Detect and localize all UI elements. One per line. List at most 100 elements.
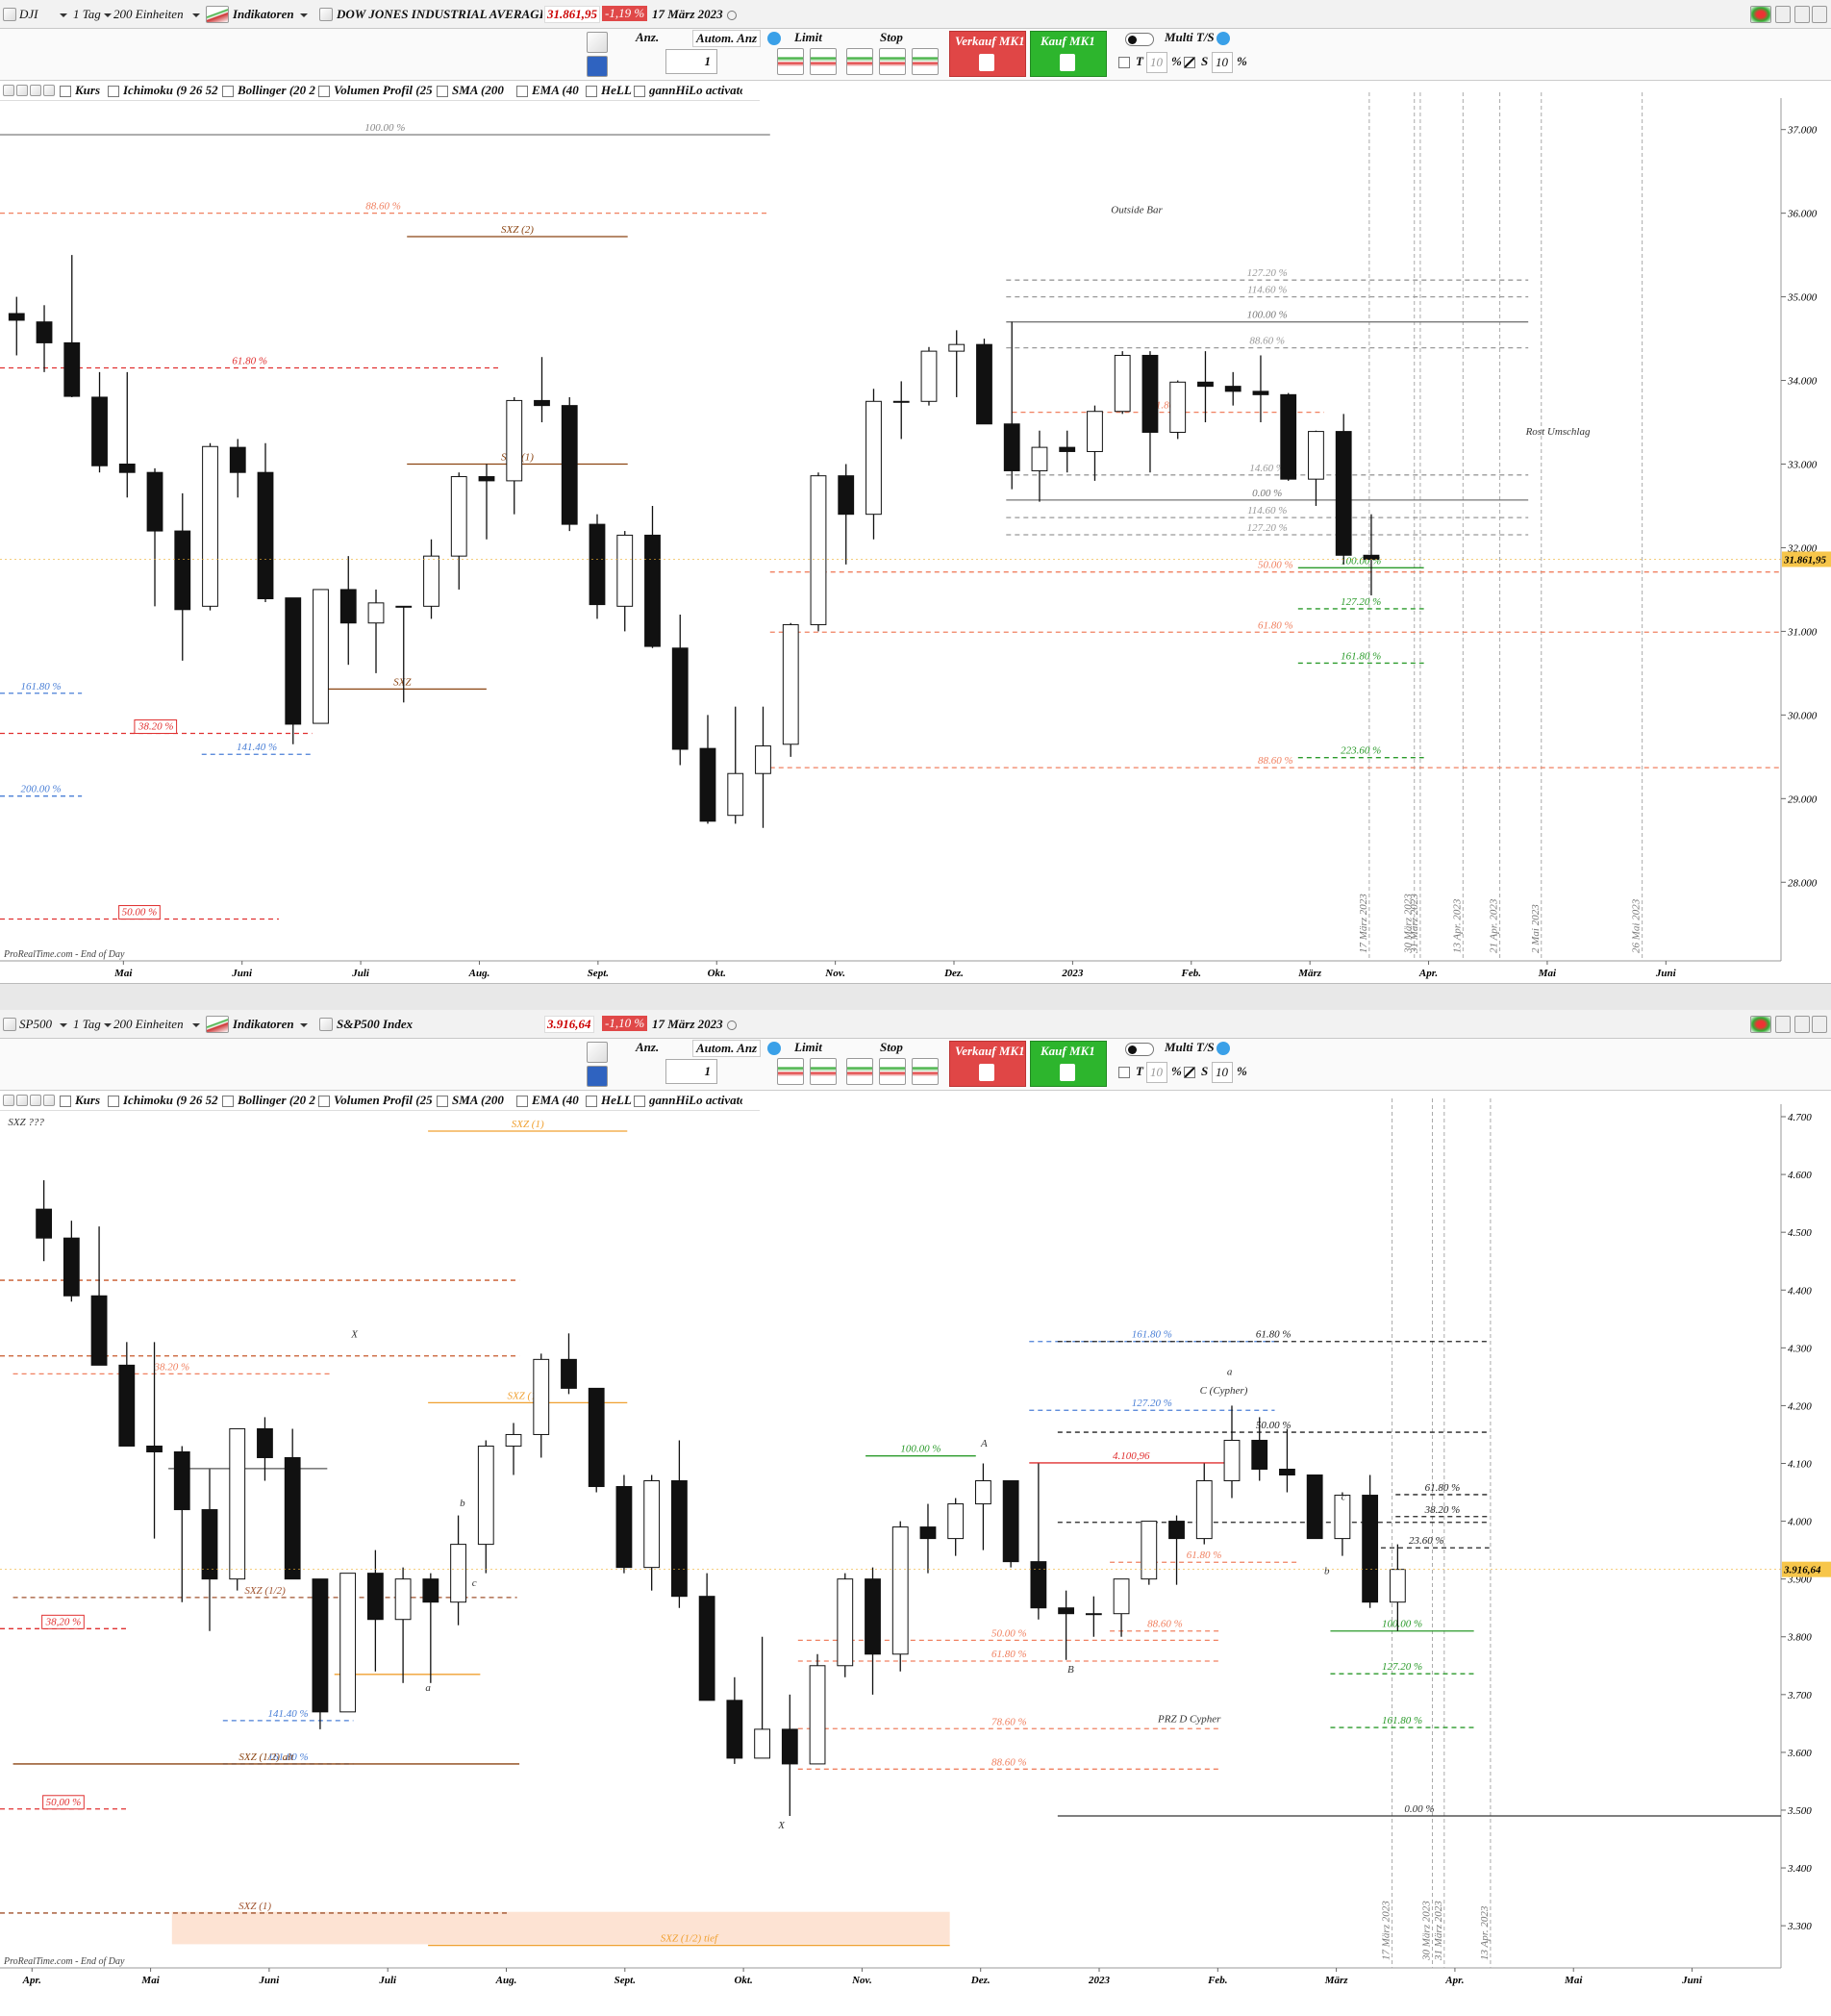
t-input[interactable]: 10 [1146, 1062, 1167, 1083]
y-tick-label: 37.000 [1787, 125, 1818, 137]
order-button[interactable] [879, 48, 906, 75]
settings-button[interactable] [587, 32, 608, 53]
tool-icon[interactable] [16, 85, 28, 96]
candle-body [91, 396, 108, 466]
checkbox[interactable] [1118, 57, 1130, 68]
indicator-checkbox[interactable] [318, 86, 330, 97]
candle-body [478, 476, 495, 482]
checkbox-checked[interactable] [1184, 1067, 1195, 1078]
indicator-checkbox[interactable] [108, 86, 119, 97]
symbol-select[interactable]: DJI [19, 7, 69, 24]
x-tick-label: Sept. [588, 968, 609, 979]
help-icon[interactable] [1216, 32, 1230, 45]
indicator-checkbox[interactable] [60, 1096, 71, 1107]
multi-label: Multi T/S [1165, 1040, 1215, 1054]
instrument-name: DOW JONES INDUSTRIAL AVERAGE [337, 7, 542, 21]
level-label-box [41, 1614, 85, 1629]
auto-quantity[interactable]: Autom. Anz [692, 1040, 762, 1057]
tool-icon[interactable] [43, 85, 55, 96]
calculator-button[interactable] [587, 1066, 608, 1087]
order-button[interactable] [777, 48, 804, 75]
symbol-select[interactable]: SP500 [19, 1017, 69, 1034]
candle-body [477, 1445, 494, 1546]
window-button[interactable] [1750, 6, 1771, 23]
checkbox-checked[interactable] [1184, 57, 1195, 68]
tool-icon[interactable] [3, 1095, 14, 1106]
quantity-input[interactable]: 1 [665, 49, 717, 74]
buy-button[interactable] [1030, 1041, 1107, 1087]
tool-icon[interactable] [30, 85, 41, 96]
order-button[interactable] [810, 1058, 837, 1085]
period-select[interactable]: 1 Tag [73, 7, 113, 22]
order-button[interactable] [879, 1058, 906, 1085]
window-button[interactable] [1794, 6, 1810, 23]
indicator-checkbox[interactable] [516, 86, 528, 97]
stop-label: Stop [880, 30, 903, 44]
annotation: c [472, 1577, 477, 1589]
indicators-select[interactable]: Indikatoren [233, 7, 310, 22]
indicator-checkbox[interactable] [516, 1096, 528, 1107]
window-button[interactable] [1750, 1016, 1771, 1033]
calculator-button[interactable] [587, 56, 608, 77]
indicator-checkbox[interactable] [437, 1096, 448, 1107]
order-button[interactable] [846, 1058, 873, 1085]
indicator-checkbox[interactable] [634, 86, 645, 97]
help-icon[interactable] [1216, 1042, 1230, 1055]
last-price-label: 3.916,64 [1783, 1565, 1821, 1576]
help-icon[interactable] [767, 32, 781, 45]
order-button[interactable] [810, 48, 837, 75]
level-label: 223.60 % [1341, 745, 1381, 757]
indicator-checkbox[interactable] [222, 1096, 234, 1107]
window-button[interactable] [1775, 6, 1791, 23]
indicator-checkbox[interactable] [60, 86, 71, 97]
x-tick-label: Apr. [1418, 968, 1438, 979]
help-icon[interactable] [767, 1042, 781, 1055]
indicator-checkbox[interactable] [318, 1096, 330, 1107]
tool-icon[interactable] [43, 1095, 55, 1106]
date-line-label: 21 Apr. 2023 [1489, 898, 1500, 953]
indicator-checkbox[interactable] [586, 1096, 597, 1107]
candle-body [588, 1387, 605, 1488]
settings-button[interactable] [587, 1042, 608, 1063]
s-input[interactable]: 10 [1212, 52, 1233, 73]
x-tick-label: Apr. [1444, 1975, 1464, 1986]
indicator-label: Kurs [75, 1093, 101, 1107]
window-button[interactable] [1775, 1016, 1791, 1033]
order-button[interactable] [777, 1058, 804, 1085]
candle-body [781, 1728, 798, 1765]
order-button[interactable] [846, 48, 873, 75]
t-input[interactable]: 10 [1146, 52, 1167, 73]
y-tick-label: 4.700 [1788, 1112, 1812, 1123]
candle-body [36, 1208, 53, 1239]
indicator-checkbox[interactable] [586, 86, 597, 97]
order-button[interactable] [912, 48, 939, 75]
tool-icon[interactable] [3, 85, 14, 96]
y-tick-label: 3.500 [1787, 1805, 1812, 1817]
indicator-checkbox[interactable] [437, 86, 448, 97]
x-tick-label: 2023 [1061, 968, 1084, 979]
quantity-input[interactable]: 1 [665, 1059, 717, 1084]
candle-body [1306, 1474, 1323, 1540]
order-button[interactable] [912, 1058, 939, 1085]
tool-icon[interactable] [30, 1095, 41, 1106]
indicator-checkbox[interactable] [222, 86, 234, 97]
annotation: X [350, 1329, 359, 1341]
tool-icon[interactable] [16, 1095, 28, 1106]
window-button[interactable] [1794, 1016, 1810, 1033]
units-select[interactable]: 200 Einheiten [113, 1017, 202, 1032]
info-icon[interactable] [319, 8, 333, 21]
units-select[interactable]: 200 Einheiten [113, 7, 202, 22]
window-button[interactable] [1812, 6, 1827, 23]
period-select[interactable]: 1 Tag [73, 1017, 113, 1032]
indicator-checkbox[interactable] [108, 1096, 119, 1107]
s-input[interactable]: 10 [1212, 1062, 1233, 1083]
indicators-select[interactable]: Indikatoren [233, 1017, 310, 1032]
level-label: 127.20 % [1247, 267, 1288, 279]
checkbox[interactable] [1118, 1067, 1130, 1078]
window-button[interactable] [1812, 1016, 1827, 1033]
auto-quantity[interactable]: Autom. Anz [692, 30, 762, 47]
info-icon[interactable] [319, 1018, 333, 1031]
level-label: 100.00 % [1382, 1619, 1422, 1630]
indicator-checkbox[interactable] [634, 1096, 645, 1107]
